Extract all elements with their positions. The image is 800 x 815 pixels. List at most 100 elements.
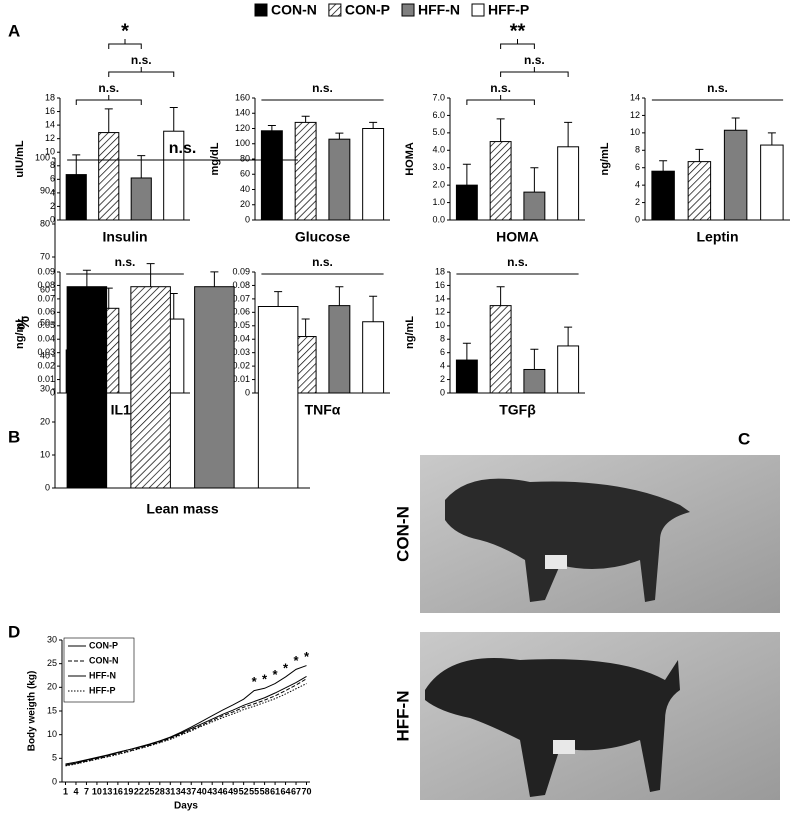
y-tick-label: 6: [440, 347, 445, 357]
y-tick-label: 7.0: [432, 92, 445, 102]
photo-label: CON-N: [393, 506, 412, 562]
y-tick-label: 16: [435, 280, 445, 290]
y-tick-label: 4: [50, 187, 55, 197]
y-tick-label: 0: [50, 214, 55, 224]
y-tick-label: 5.0: [432, 127, 445, 137]
bar: [130, 177, 152, 221]
x-axis-title: HOMA: [496, 229, 539, 245]
bar: [362, 128, 385, 221]
error-bar: [274, 291, 283, 307]
y-tick-label: 90: [40, 185, 50, 195]
x-tick-label: 64: [281, 786, 291, 796]
y-tick-label: 0: [45, 482, 50, 492]
y-tick-label: 20: [240, 199, 250, 209]
legend-label: HFF-P: [89, 685, 116, 695]
y-tick-label: 8: [635, 145, 640, 155]
y-tick-label: 3.0: [432, 162, 445, 172]
x-tick-label: 13: [102, 786, 112, 796]
error-bar: [462, 342, 471, 361]
series-line: [65, 676, 307, 766]
y-tick-label: 0.08: [37, 280, 55, 290]
significance-label: n.s.: [507, 255, 528, 269]
x-tick-label: 43: [207, 786, 217, 796]
bar: [260, 130, 283, 221]
bar: [557, 146, 580, 221]
bar: [557, 345, 580, 394]
y-tick-label: 100: [35, 152, 50, 162]
y-tick-label: 50: [40, 317, 50, 327]
y-tick-label: 10: [435, 320, 445, 330]
bar: [455, 359, 478, 394]
y-tick-label: 2: [635, 197, 640, 207]
y-tick-label: 0.03: [232, 347, 250, 357]
x-axis-title: Glucose: [295, 229, 350, 245]
y-tick-label: 0.02: [37, 360, 55, 370]
error-bar: [335, 132, 344, 140]
x-tick-label: 58: [260, 786, 270, 796]
y-tick-label: 4.0: [432, 145, 445, 155]
y-axis-title: ng/mL: [599, 142, 611, 175]
x-tick-label: 70: [301, 786, 311, 796]
error-bar: [369, 121, 378, 129]
bar: [362, 321, 385, 394]
x-axis-title: Days: [174, 801, 198, 812]
y-tick-label: 70: [40, 251, 50, 261]
y-tick-label: 10: [47, 729, 57, 739]
x-tick-label: 31: [165, 786, 175, 796]
y-tick-label: 80: [40, 218, 50, 228]
legend-swatch: [254, 3, 268, 17]
significance-label: n.s.: [115, 255, 136, 269]
legend-label: HFF-N: [418, 2, 460, 18]
error-bar: [267, 124, 276, 131]
y-tick-label: 30: [47, 634, 57, 644]
legend-swatch: [328, 3, 342, 17]
bar: [523, 191, 546, 221]
y-tick-label: 14: [435, 293, 445, 303]
legend-swatch: [471, 3, 485, 17]
error-bar: [564, 121, 573, 147]
significance-label: n.s.: [312, 255, 333, 269]
y-tick-label: 0.06: [37, 307, 55, 317]
photo: [420, 632, 780, 800]
y-tick-label: 0: [50, 387, 55, 397]
y-tick-label: 6: [50, 174, 55, 184]
x-tick-label: 4: [73, 786, 78, 796]
legend-box: [63, 637, 135, 703]
y-tick-label: 8: [50, 160, 55, 170]
significance-line: [75, 95, 142, 105]
x-tick-label: 52: [239, 786, 249, 796]
x-axis-title: Lean mass: [146, 501, 219, 517]
legend-swatch: [401, 3, 415, 17]
y-tick-label: 0: [52, 776, 57, 786]
significance-label: *: [283, 660, 289, 675]
x-tick-label: 37: [186, 786, 196, 796]
y-tick-label: 5: [52, 753, 57, 763]
error-bar: [496, 286, 505, 306]
legend-label: HFF-P: [488, 2, 529, 18]
legend-label: CON-N: [89, 655, 119, 665]
y-tick-label: 0: [245, 214, 250, 224]
bar: [687, 161, 712, 221]
bar: [194, 286, 235, 489]
significance-label: n.s.: [490, 81, 511, 95]
y-axis-title: HOMA: [404, 142, 416, 176]
x-tick-label: 16: [113, 786, 123, 796]
y-tick-label: 0.08: [232, 280, 250, 290]
bar: [651, 170, 675, 221]
significance-label: *: [252, 674, 258, 689]
y-tick-label: 0.04: [37, 334, 55, 344]
significance-label: n.s.: [131, 53, 152, 67]
y-axis-title: %: [16, 316, 33, 330]
y-tick-label: 10: [40, 449, 50, 459]
panel-label: C: [738, 429, 750, 448]
y-axis-title: ng/mL: [404, 316, 416, 349]
y-axis-title: uIU/mL: [14, 140, 26, 178]
significance-label: *: [262, 672, 268, 687]
y-tick-label: 0.06: [232, 307, 250, 317]
y-tick-label: 25: [47, 658, 57, 668]
bar: [294, 121, 317, 221]
y-tick-label: 12: [435, 307, 445, 317]
y-tick-label: 14: [45, 119, 55, 129]
bar: [98, 132, 120, 221]
legend-label: CON-N: [271, 2, 317, 18]
